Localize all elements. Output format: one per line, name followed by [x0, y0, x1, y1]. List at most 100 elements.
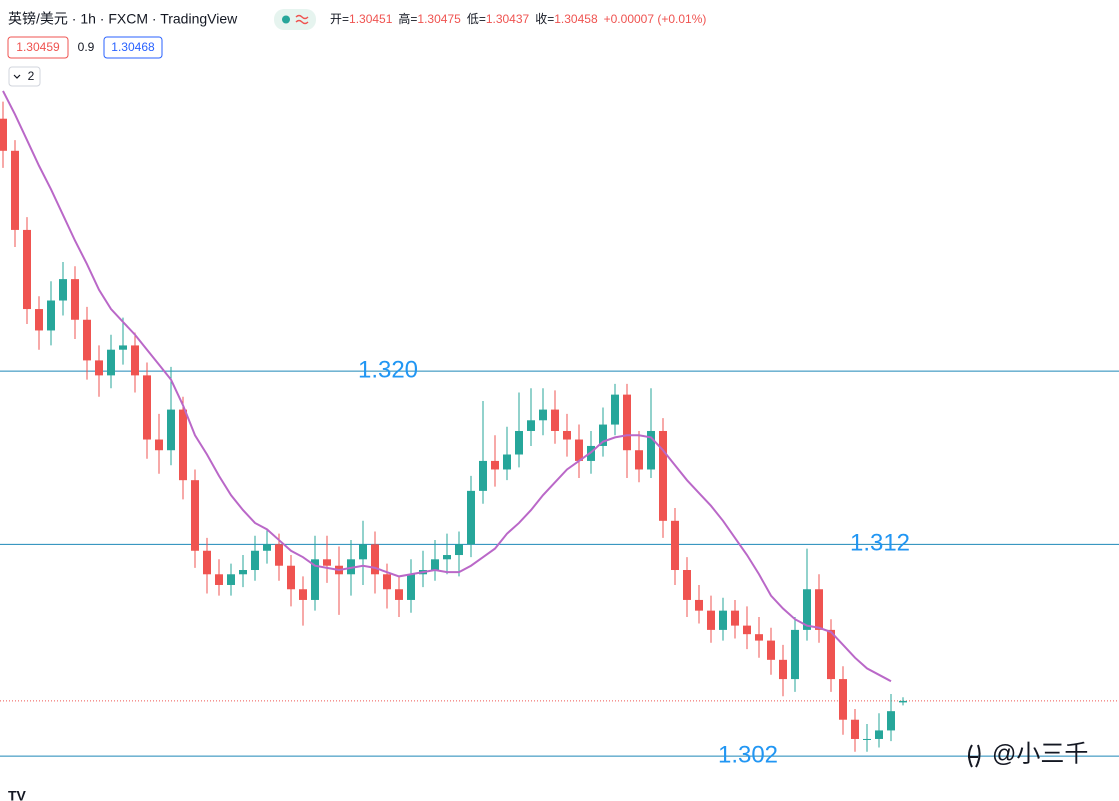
watermark: @小三千: [992, 740, 1088, 767]
candle-body: [467, 490, 475, 545]
chevron-icon: [13, 74, 21, 79]
bid-box[interactable]: [7, 36, 69, 59]
spread: 0.9: [78, 40, 95, 54]
legend-value: 1.30458: [554, 12, 598, 26]
candle-body: [227, 574, 235, 585]
candle-body: [731, 610, 739, 626]
watermark-logo: [968, 744, 981, 768]
candle-body: [827, 629, 835, 680]
candle-body: [851, 719, 859, 739]
candle-body: [299, 589, 307, 600]
candle-body: [215, 574, 223, 585]
candle-body: [323, 559, 331, 566]
candle-body: [671, 520, 679, 571]
candle-body: [0, 118, 7, 151]
candle-body: [623, 394, 631, 451]
candle-body: [455, 544, 463, 556]
candle-body: [383, 574, 391, 590]
candle-body: [863, 738, 871, 740]
candle-body: [275, 544, 283, 566]
legend-value: 1.30451: [349, 12, 393, 26]
legend-label: 开=: [330, 12, 349, 26]
indicator-toggle[interactable]: [8, 66, 41, 87]
candle-body: [755, 634, 763, 641]
candle-body: [131, 345, 139, 376]
plot-area: 1.320 1.312 1.302: [0, 90, 1119, 768]
candle-body: [11, 150, 19, 230]
chart-title: 英镑/美元 · 1h · FXCM · TradingView: [8, 11, 238, 27]
legend-label: 收=: [535, 12, 554, 26]
status-badge[interactable]: [274, 9, 316, 30]
candle-body: [539, 409, 547, 421]
candle-body: [839, 679, 847, 720]
candle-body: [899, 700, 907, 703]
candle-body: [563, 430, 571, 440]
candle-body: [647, 430, 655, 470]
level-label: 1.302: [718, 741, 778, 768]
candle-body: [683, 570, 691, 600]
candle-body: [395, 589, 403, 600]
bid-price: 1.30459: [16, 40, 60, 54]
candle-body: [659, 430, 667, 521]
candle-body: [179, 409, 187, 481]
ask-price: 1.30468: [111, 40, 155, 54]
candle-body: [167, 409, 175, 451]
candle-body: [23, 229, 31, 310]
moving-average: [2, 90, 892, 683]
candle-body: [779, 659, 787, 680]
candle-body: [719, 610, 727, 630]
indicator-count: 2: [28, 69, 35, 83]
legend-label: 低=: [467, 12, 486, 26]
legend-value: 1.30475: [417, 12, 461, 26]
candle-body: [599, 424, 607, 446]
candle-body: [479, 460, 487, 491]
candle-body: [743, 625, 751, 635]
candle-body: [791, 629, 799, 680]
candle-body: [143, 375, 151, 440]
candle-body: [503, 454, 511, 470]
ask-box[interactable]: [103, 36, 163, 59]
candle-body: [407, 574, 415, 600]
candle-body: [443, 555, 451, 560]
legend-change: +0.00007 (+0.01%): [604, 12, 707, 26]
candle-body: [47, 300, 55, 331]
candle-body: [347, 559, 355, 575]
candle-body: [83, 319, 91, 361]
ohlc-legend: 开=1.30451 高=1.30475 低=1.30437 收=1.30458 +0.0…: [330, 11, 706, 26]
candle-body: [287, 565, 295, 590]
candle-body: [203, 550, 211, 575]
candle-body: [107, 349, 115, 376]
candle-body: [815, 589, 823, 630]
candle-body: [575, 439, 583, 461]
candle-body: [35, 309, 43, 331]
status-dot: [282, 15, 290, 24]
candle-body: [263, 544, 271, 551]
candle-body: [155, 439, 163, 451]
candle-body: [803, 589, 811, 630]
candle-body: [887, 711, 895, 731]
legend-value: 1.30437: [486, 12, 530, 26]
tv-logo: TV: [8, 788, 27, 801]
level-label: 1.312: [850, 530, 910, 557]
candle-body: [59, 279, 67, 301]
level-label: 1.320: [358, 356, 418, 383]
candle-body: [359, 544, 367, 560]
candle-body: [695, 599, 703, 611]
candle-body: [767, 640, 775, 660]
candle-body: [71, 279, 79, 320]
candle-body: [95, 360, 103, 376]
candle-body: [491, 460, 499, 470]
candle-body: [251, 550, 259, 571]
candle-body: [119, 345, 127, 350]
candle-body: [611, 394, 619, 425]
candle-body: [635, 450, 643, 470]
legend-label: 高=: [398, 11, 417, 26]
candle-body: [239, 570, 247, 575]
candle-body: [311, 559, 319, 600]
status-icon: [295, 14, 309, 25]
candle-body: [191, 480, 199, 551]
candle-body: [707, 610, 715, 630]
candle-body: [551, 409, 559, 431]
